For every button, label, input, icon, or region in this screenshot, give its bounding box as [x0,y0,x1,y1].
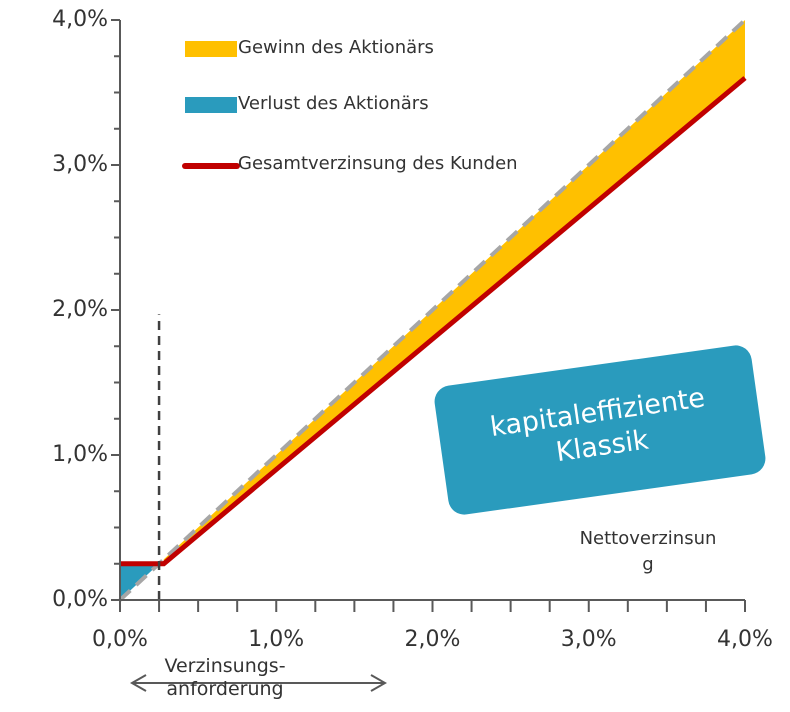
y-tick-label: 2,0% [52,297,108,322]
area [163,20,745,564]
legend-swatch [185,41,237,57]
badge-text: kapitaleffiziente Klassik [488,382,707,469]
y-tick-label: 0,0% [52,587,108,612]
x-label: Nettoverzinsun [579,528,717,549]
x-tick-label: 0,0% [92,627,148,652]
arrow-head [370,674,388,692]
legend-label: Gesamtverzinsung des Kunden [238,153,518,174]
x-label: g [642,554,654,575]
x-tick-label: 2,0% [405,627,461,652]
x-tick-label: 1,0% [248,627,304,652]
legend-label: Verlust des Aktionärs [238,93,429,114]
annotation: Verzinsungs-anforderung [164,655,286,700]
y-tick-label: 4,0% [52,7,108,32]
legend-label: Gewinn des Aktionärs [238,37,434,58]
x-tick-label: 4,0% [717,627,773,652]
y-tick-label: 3,0% [52,152,108,177]
x-tick-label: 3,0% [561,627,617,652]
legend-swatch [185,97,237,113]
y-tick-label: 1,0% [52,442,108,467]
arrow-head [129,674,147,692]
